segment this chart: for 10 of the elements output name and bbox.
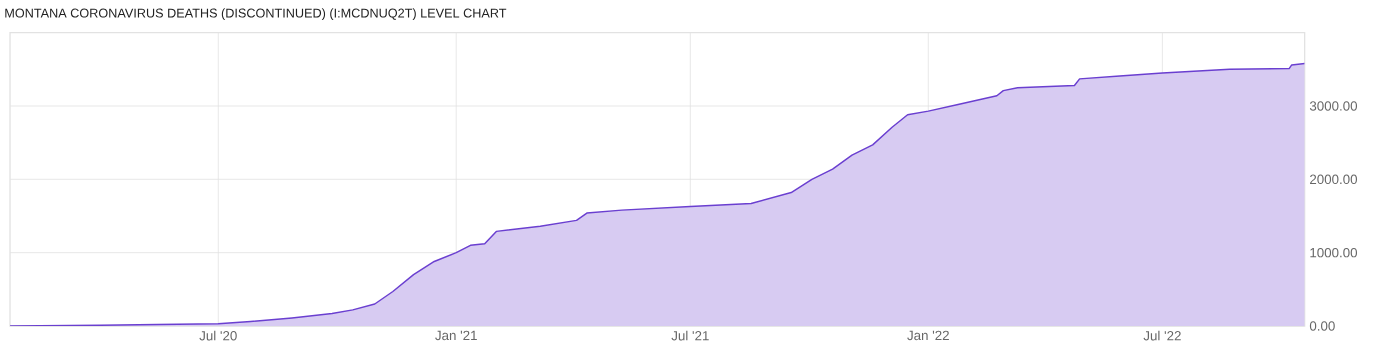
x-tick-label: Jul '21 [671,330,709,341]
y-tick-label: 3000.00 [1309,101,1358,111]
x-tick-label: Jan '21 [435,330,477,341]
y-tick-label: 2000.00 [1310,174,1358,185]
y-tick-label: 0.00 [1309,321,1335,331]
x-tick-label: Jul '22 [1143,330,1181,341]
chart-title: MONTANA CORONAVIRUS DEATHS (DISCONTINUED) (I:MCDNUQ2T) LEVEL CHART [5,8,507,21]
x-tick-label: Jan '22 [907,330,949,341]
y-tick-label: 1000.00 [1310,247,1358,258]
x-tick-label: Jul '20 [199,330,237,341]
